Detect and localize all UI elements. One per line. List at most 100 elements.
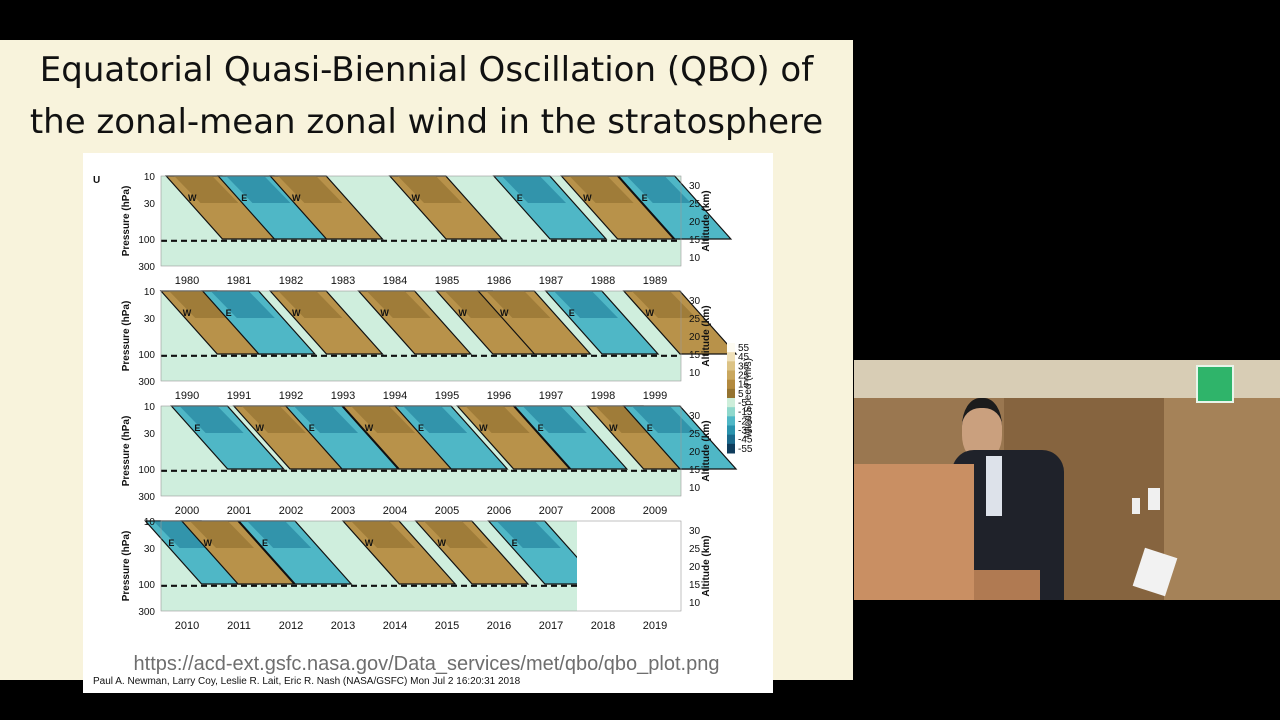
altitude-tick-label: 15 <box>689 350 701 361</box>
altitude-tick-label: 15 <box>689 465 701 476</box>
colorbar-tick-label: -55 <box>738 444 753 455</box>
colorbar-tick-label: -25 <box>738 416 753 427</box>
slide-title-line-2: the zonal-mean zonal wind in the stratos… <box>29 102 824 142</box>
phase-core <box>226 176 291 203</box>
qbo-figure: U W E W W E W E 10 30 100 300 30 25 20 15 10 Pressure (hP… <box>83 153 773 693</box>
colorbar-cell <box>727 398 735 408</box>
colorbar-cell <box>727 352 735 362</box>
year-tick-label: 2004 <box>383 505 407 517</box>
altitude-axis-label: Altitude (km) <box>701 305 712 366</box>
phase-label: W <box>380 308 389 318</box>
year-tick-label: 2003 <box>331 505 355 517</box>
altitude-tick-label: 20 <box>689 562 701 573</box>
source-url[interactable]: https://acd-ext.gsfc.nasa.gov/Data_servi… <box>133 653 720 675</box>
phase-label: W <box>292 308 301 318</box>
phase-core <box>293 406 359 433</box>
wall-light-switch-icon <box>1132 498 1140 514</box>
pressure-tick-label: 10 <box>144 287 156 298</box>
phase-core <box>397 176 463 203</box>
altitude-tick-label: 30 <box>689 526 701 537</box>
phase-label: W <box>365 423 374 433</box>
phase-label: W <box>609 423 618 433</box>
phase-core <box>626 176 691 203</box>
pressure-tick-label: 10 <box>144 402 156 413</box>
colorbar-tick-label: 15 <box>738 380 750 391</box>
altitude-tick-label: 15 <box>689 580 701 591</box>
exit-sign-icon <box>1196 365 1234 403</box>
altitude-axis-label: Altitude (km) <box>701 190 712 251</box>
qbo-panel-4 <box>144 520 682 612</box>
year-tick-label: 1991 <box>227 390 251 402</box>
podium <box>854 464 974 600</box>
year-tick-label: 1981 <box>227 275 251 287</box>
altitude-tick-label: 30 <box>689 296 701 307</box>
year-tick-label: 1984 <box>383 275 407 287</box>
colorbar-tick-label: 25 <box>738 371 750 382</box>
colorbar-tick-label: 45 <box>738 352 750 363</box>
phase-core <box>174 176 239 203</box>
phase-label: E <box>517 193 523 203</box>
phase-label: W <box>458 308 467 318</box>
year-tick-label: 2014 <box>383 620 407 632</box>
colorbar-cell <box>727 425 735 436</box>
year-tick-label: 2010 <box>175 620 199 632</box>
pressure-tick-label: 100 <box>138 465 155 476</box>
colorbar-cell <box>727 370 735 381</box>
qbo-panel-3 <box>160 405 738 497</box>
phase-core <box>496 521 561 548</box>
speaker-shirt <box>986 456 1002 516</box>
colorbar-tick-label: -35 <box>738 426 753 437</box>
phase-label: W <box>500 308 509 318</box>
intercom-icon <box>1148 488 1160 510</box>
podium-side <box>974 570 1040 600</box>
pressure-tick-label: 10 <box>144 517 156 528</box>
colorbar-tick-label: -15 <box>738 407 753 418</box>
year-tick-label: 1986 <box>487 275 511 287</box>
colorbar-cell <box>727 416 735 426</box>
year-tick-label: 2019 <box>643 620 667 632</box>
phase-core <box>366 291 431 318</box>
colorbar-cell <box>727 343 735 353</box>
phase-label: W <box>438 538 447 548</box>
phase-label: E <box>642 193 648 203</box>
year-tick-label: 1990 <box>175 390 199 402</box>
pressure-axis-label: Pressure (hPa) <box>121 416 132 487</box>
year-tick-label: 2007 <box>539 505 563 517</box>
phase-core <box>351 521 416 548</box>
colorbar-cell <box>727 379 735 390</box>
phase-label: E <box>168 538 174 548</box>
colorbar-tick-label: 35 <box>738 361 750 372</box>
year-tick-label: 1983 <box>331 275 355 287</box>
pressure-tick-label: 300 <box>138 262 155 273</box>
figure-credit: Paul A. Newman, Larry Coy, Leslie R. Lai… <box>93 676 521 687</box>
phase-label: W <box>365 538 374 548</box>
phase-core <box>278 291 343 318</box>
pressure-axis-label: Pressure (hPa) <box>121 531 132 602</box>
colorbar-label: Wind Speed (m/s) <box>743 358 754 438</box>
panel-frame <box>160 290 682 382</box>
colorbar-cell <box>727 434 735 445</box>
phase-label: E <box>512 538 518 548</box>
year-tick-label: 1985 <box>435 275 459 287</box>
pressure-tick-label: 10 <box>144 172 156 183</box>
phase-core <box>247 521 312 548</box>
phase-core <box>179 406 244 433</box>
phase-core <box>553 291 619 318</box>
pressure-tick-label: 100 <box>138 580 155 591</box>
phase-label: E <box>194 423 200 433</box>
panel-frame <box>160 405 682 497</box>
altitude-tick-label: 10 <box>689 483 701 494</box>
phase-core <box>423 521 489 548</box>
phase-label: E <box>647 423 653 433</box>
year-tick-label: 1987 <box>539 275 563 287</box>
colorbar-tick-label: 5 <box>738 389 744 400</box>
altitude-axis-label: Altitude (km) <box>701 420 712 481</box>
pressure-tick-label: 300 <box>138 377 155 388</box>
phase-label: E <box>418 423 424 433</box>
phase-core <box>501 176 567 203</box>
altitude-tick-label: 20 <box>689 332 701 343</box>
year-tick-label: 1996 <box>487 390 511 402</box>
altitude-tick-label: 30 <box>689 411 701 422</box>
altitude-tick-label: 25 <box>689 429 701 440</box>
altitude-tick-label: 10 <box>689 598 701 609</box>
